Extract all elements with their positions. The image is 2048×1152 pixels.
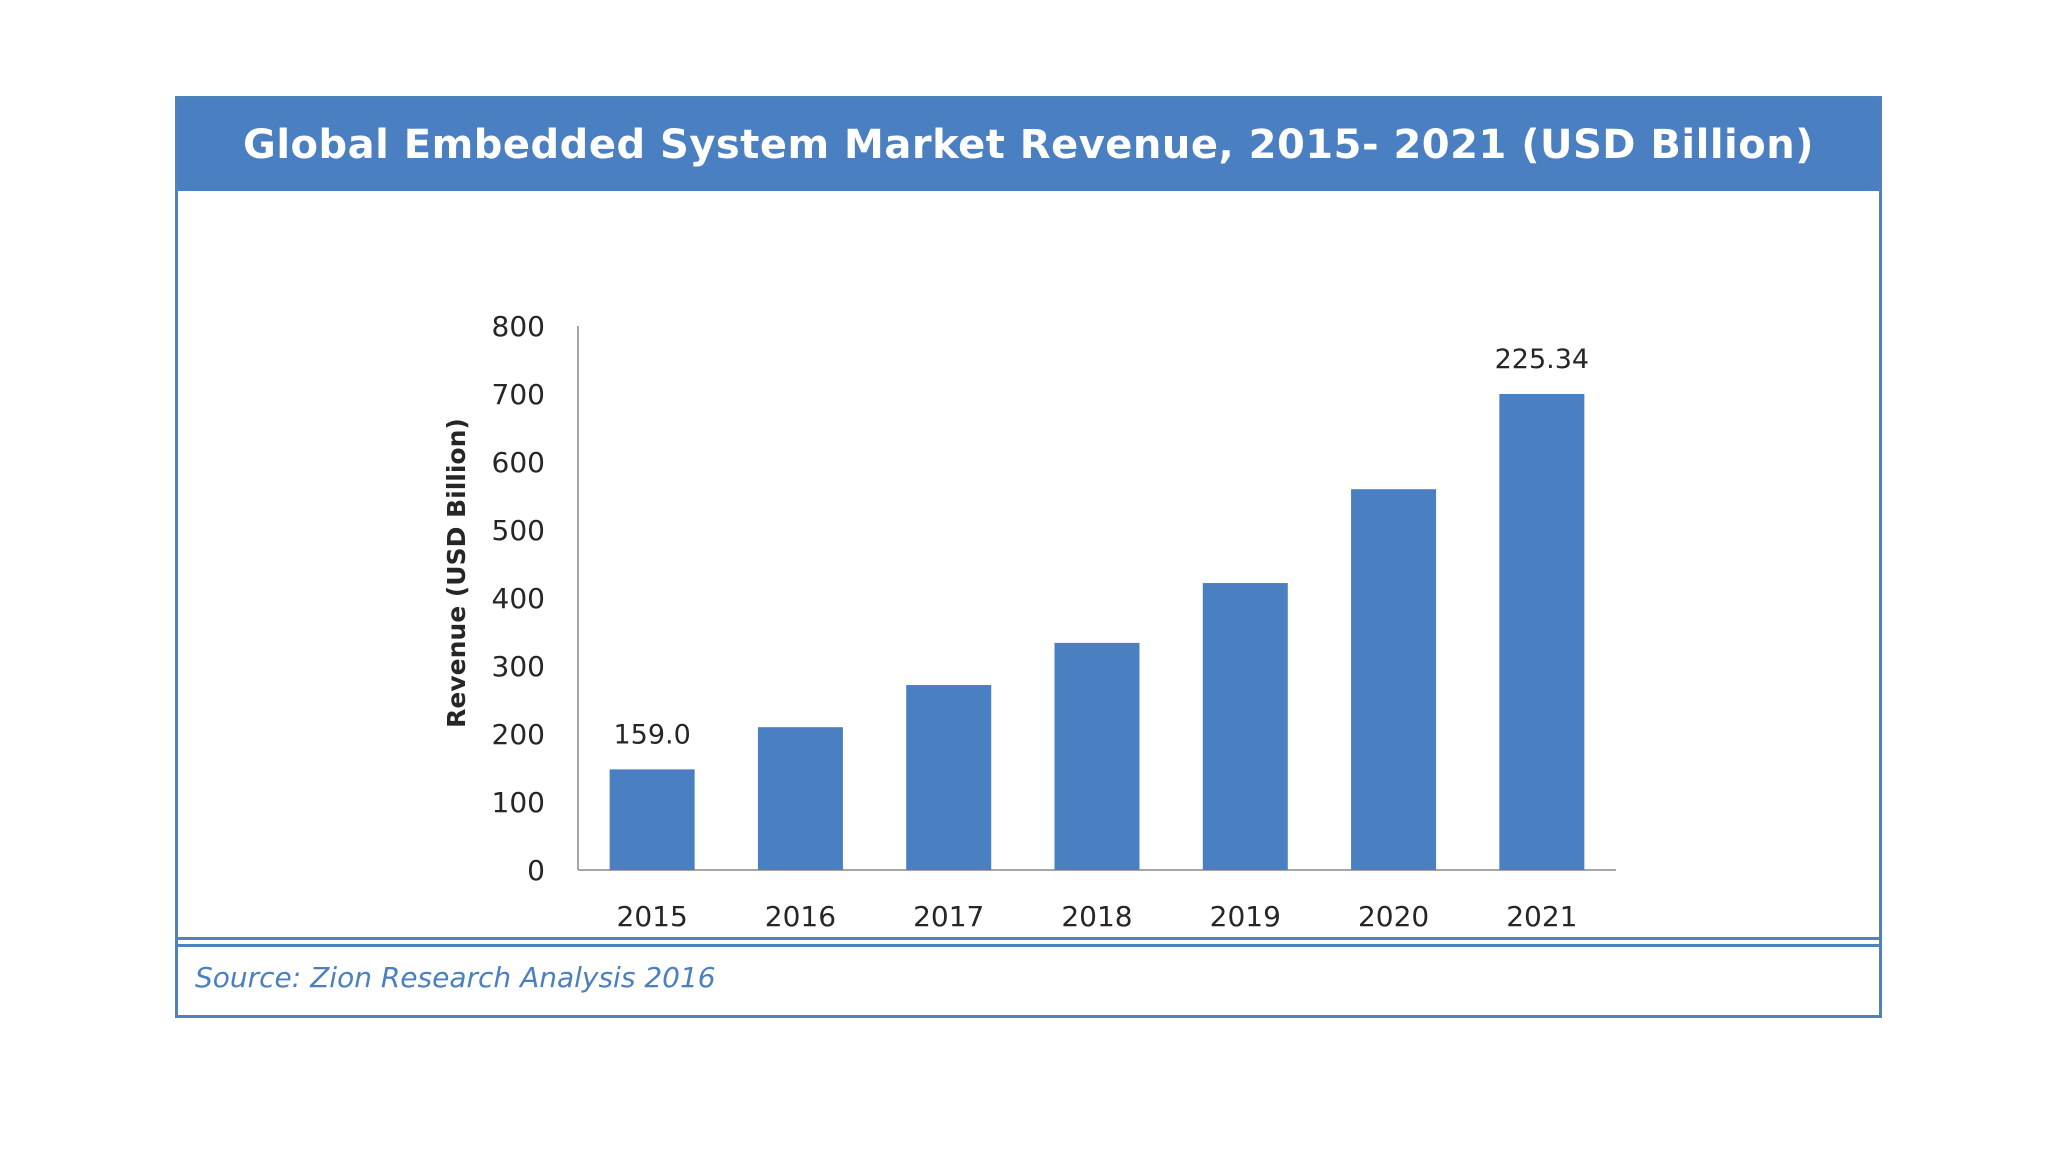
x-tick-label: 2015	[617, 900, 688, 933]
x-tick-label: 2019	[1210, 900, 1281, 933]
source-note: Source: Zion Research Analysis 2016	[195, 961, 716, 994]
chart-header: Global Embedded System Market Revenue, 2…	[178, 99, 1879, 191]
bar-2015	[609, 769, 695, 870]
chart-card: Global Embedded System Market Revenue, 2…	[175, 96, 1882, 1018]
bar-2016	[757, 727, 843, 870]
data-label: 225.34	[1495, 344, 1589, 375]
footer-divider	[178, 937, 1879, 940]
bar-chart: 0 100 200 300 400 500 600 700 800 Revenue (USD Bi…	[442, 310, 1616, 933]
bar-2017	[906, 685, 992, 870]
y-tick-label: 100	[492, 786, 545, 819]
x-tick-label: 2016	[765, 900, 836, 933]
bar-2018	[1054, 642, 1140, 870]
x-tick-label: 2021	[1506, 900, 1577, 933]
x-tick-label: 2018	[1061, 900, 1132, 933]
y-tick-label: 200	[492, 718, 545, 751]
x-tick-label: 2017	[913, 900, 984, 933]
y-tick-label: 800	[492, 310, 545, 343]
y-tick-label: 500	[492, 514, 545, 547]
bar-2021	[1499, 394, 1585, 870]
bar-2019	[1202, 583, 1288, 870]
footer-divider-secondary	[178, 944, 1879, 947]
chart-title: Global Embedded System Market Revenue, 2…	[243, 122, 1814, 168]
y-tick-label: 300	[492, 650, 545, 683]
y-tick-label: 400	[492, 582, 545, 615]
y-tick-label: 0	[527, 854, 545, 887]
data-label: 159.0	[613, 719, 690, 750]
y-axis-title: Revenue (USD Billion)	[442, 418, 471, 728]
bar-2020	[1351, 489, 1437, 870]
y-tick-label: 700	[492, 378, 545, 411]
y-tick-label: 600	[492, 446, 545, 479]
x-tick-label: 2020	[1358, 900, 1429, 933]
